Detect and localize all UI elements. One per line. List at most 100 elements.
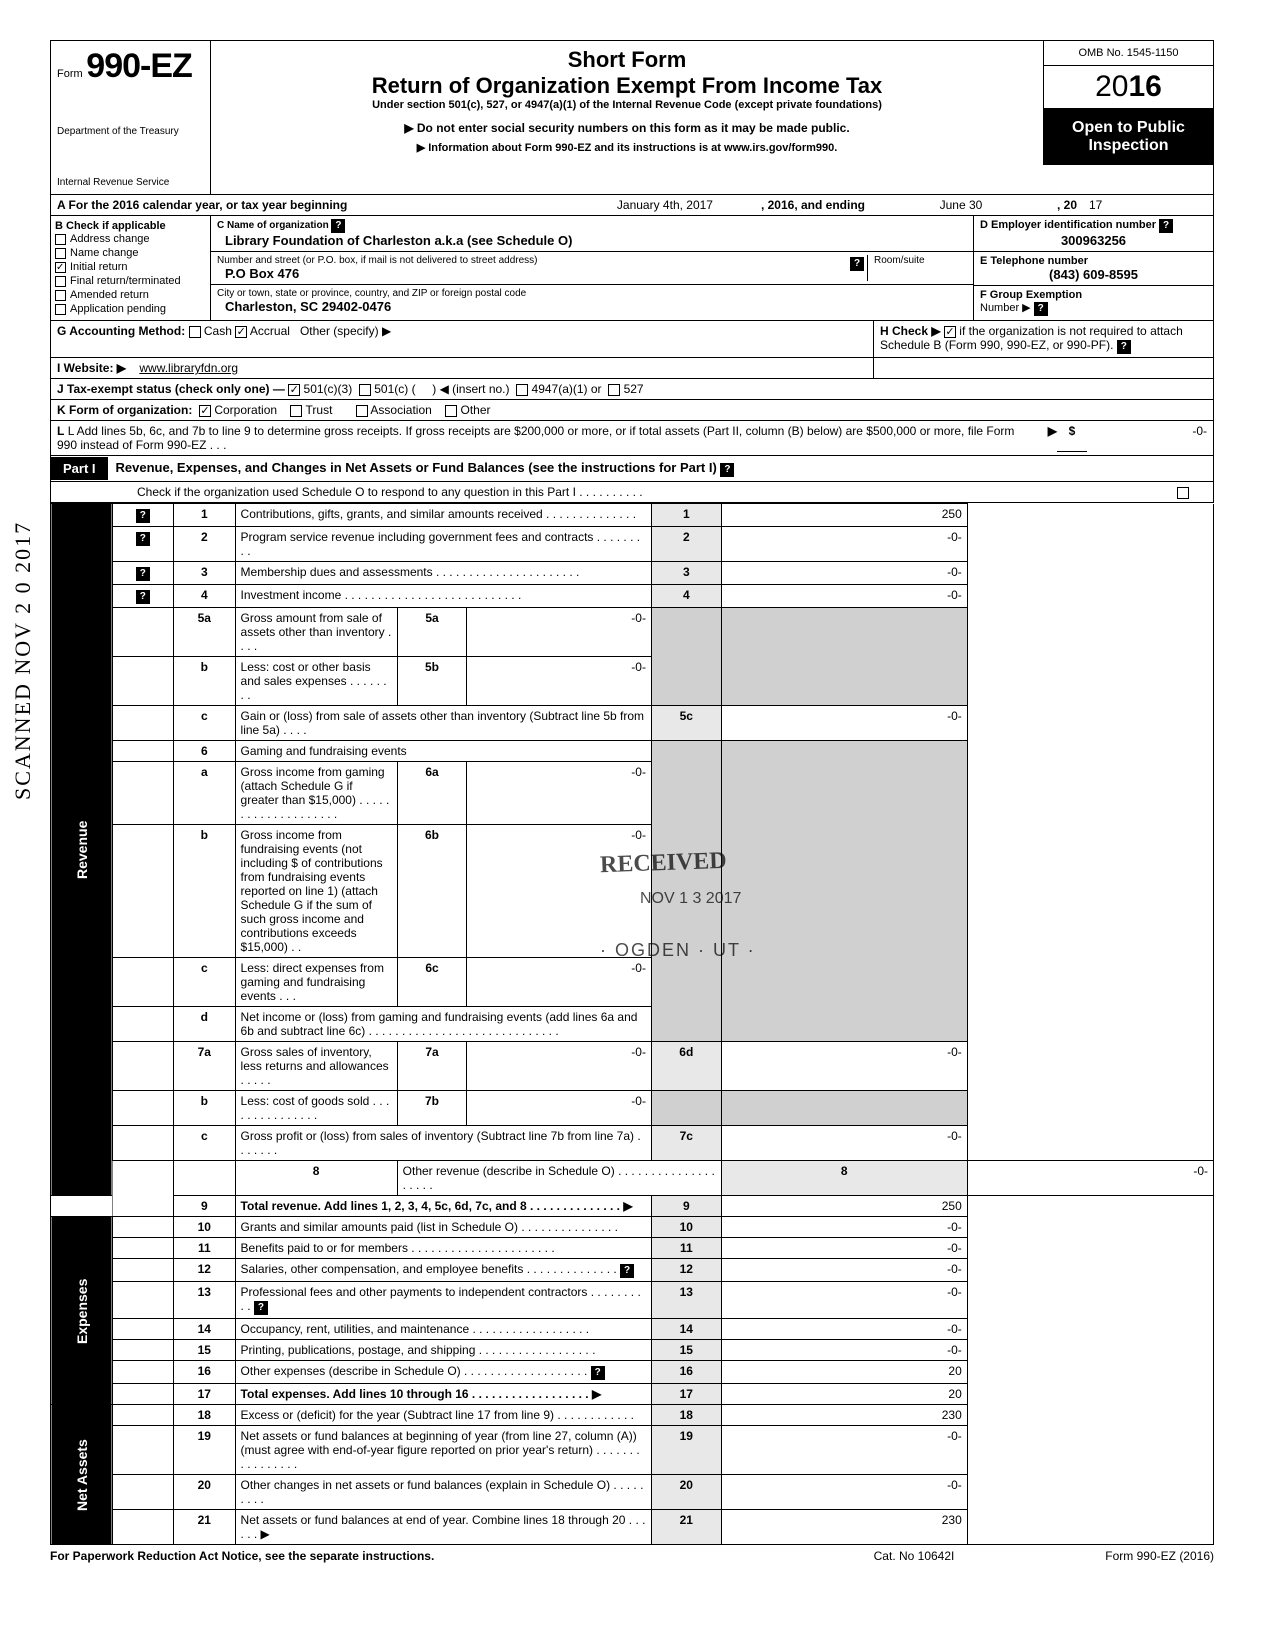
chk-accrual[interactable]	[235, 326, 247, 338]
year-prefix: 20	[1095, 70, 1128, 103]
open-to-public: Open to Public Inspection	[1044, 109, 1213, 165]
dept-treasury: Department of the Treasury	[57, 126, 204, 137]
chk-527[interactable]	[608, 384, 620, 396]
chk-cash[interactable]	[189, 326, 201, 338]
j-insert: ) ◀ (insert no.)	[432, 382, 509, 396]
help-icon[interactable]: ?	[331, 219, 345, 233]
title-short-form: Short Form	[221, 47, 1033, 73]
l9-box: 9	[651, 1196, 721, 1217]
l11-amt: -0-	[721, 1238, 967, 1259]
help-icon[interactable]: ?	[1034, 302, 1048, 316]
help-icon[interactable]: ?	[720, 463, 734, 477]
l7c-num: c	[174, 1126, 236, 1161]
chk-501c[interactable]	[359, 384, 371, 396]
line-a: A For the 2016 calendar year, or tax yea…	[50, 195, 1214, 216]
l14-box: 14	[651, 1319, 721, 1340]
chk-pending[interactable]: Application pending	[55, 302, 206, 316]
l5c-num: c	[174, 706, 236, 741]
help-icon[interactable]: ?	[136, 590, 150, 604]
l6a-desc: Gross income from gaming (attach Schedul…	[235, 762, 397, 825]
l5c-desc: Gain or (loss) from sale of assets other…	[235, 706, 651, 741]
help-icon[interactable]: ?	[1117, 340, 1131, 354]
help-icon[interactable]: ?	[136, 532, 150, 546]
l11-desc: Benefits paid to or for members . . . . …	[235, 1238, 651, 1259]
help-icon[interactable]: ?	[1159, 219, 1173, 233]
chk-schedule-o[interactable]	[1177, 487, 1189, 499]
l8-box: 8	[721, 1161, 967, 1196]
ein-value: 300963256	[980, 233, 1207, 248]
line-j: J Tax-exempt status (check only one) — 5…	[50, 379, 1214, 400]
part1-check-text: Check if the organization used Schedule …	[57, 485, 1177, 499]
l4-amt: -0-	[721, 585, 967, 608]
l16-amt: 20	[721, 1361, 967, 1384]
help-icon[interactable]: ?	[136, 509, 150, 523]
part1-title: Revenue, Expenses, and Changes in Net As…	[116, 460, 717, 475]
l6b-desc: Gross income from fundraising events (no…	[235, 825, 397, 958]
help-icon[interactable]: ?	[254, 1301, 268, 1315]
l6b-amt: -0-	[467, 825, 652, 958]
chk-address-change[interactable]: Address change	[55, 232, 206, 246]
l15-num: 15	[174, 1340, 236, 1361]
k-assoc: Association	[370, 403, 431, 417]
chk-schedule-b[interactable]	[944, 326, 956, 338]
chk-other-org[interactable]	[445, 405, 457, 417]
chk-501c3[interactable]	[288, 384, 300, 396]
l19-num: 19	[174, 1426, 236, 1475]
help-icon[interactable]: ?	[591, 1366, 605, 1380]
l9-amt: 250	[721, 1196, 967, 1217]
section-c: C Name of organization ? Library Foundat…	[211, 216, 973, 320]
chk-name-change[interactable]: Name change	[55, 246, 206, 260]
l14-desc: Occupancy, rent, utilities, and maintena…	[235, 1319, 651, 1340]
chk-corporation[interactable]	[199, 405, 211, 417]
footer-center: Cat. No 10642I	[814, 1549, 1014, 1563]
l3-num: 3	[174, 562, 236, 585]
line-a-prefix: A For the 2016 calendar year, or tax yea…	[57, 198, 347, 212]
line-l: L L Add lines 5b, 6c, and 7b to line 9 t…	[50, 421, 1214, 456]
footer-left: For Paperwork Reduction Act Notice, see …	[50, 1549, 814, 1563]
main-financial-table: Revenue ? 1 Contributions, gifts, grants…	[50, 503, 1214, 1545]
f-group-label2: Number ▶	[980, 302, 1031, 314]
l5a-num: 5a	[174, 608, 236, 657]
l13-box: 13	[651, 1282, 721, 1319]
l7b-desc: Less: cost of goods sold . . . . . . . .…	[235, 1091, 397, 1126]
l13-num: 13	[174, 1282, 236, 1319]
c-addr-label: Number and street (or P.O. box, if mail …	[217, 255, 847, 266]
l13-amt: -0-	[721, 1282, 967, 1319]
ssn-warning: ▶ Do not enter social security numbers o…	[221, 121, 1033, 135]
j-label: J Tax-exempt status (check only one) —	[57, 382, 285, 396]
l1-desc: Contributions, gifts, grants, and simila…	[235, 504, 651, 527]
l20-box: 20	[651, 1475, 721, 1510]
l15-amt: -0-	[721, 1340, 967, 1361]
scanned-stamp: SCANNED NOV 2 0 2017	[10, 521, 36, 800]
chk-4947[interactable]	[516, 384, 528, 396]
l20-amt: -0-	[721, 1475, 967, 1510]
l7a-desc: Gross sales of inventory, less returns a…	[235, 1042, 397, 1091]
k-label: K Form of organization:	[57, 403, 192, 417]
form-id-block: Form 990-EZ Department of the Treasury I…	[51, 41, 211, 194]
chk-association[interactable]	[356, 405, 368, 417]
help-icon[interactable]: ?	[850, 257, 864, 271]
l2-amt: -0-	[721, 527, 967, 562]
l16-box: 16	[651, 1361, 721, 1384]
l3-amt: -0-	[721, 562, 967, 585]
l19-amt: -0-	[721, 1426, 967, 1475]
b-heading: B Check if applicable	[55, 220, 206, 232]
chk-initial-return[interactable]: Initial return	[55, 260, 206, 274]
l7c-box: 7c	[651, 1126, 721, 1161]
l8-num: 8	[235, 1161, 397, 1196]
l17-amt: 20	[721, 1384, 967, 1405]
l3-box: 3	[651, 562, 721, 585]
l2-box: 2	[651, 527, 721, 562]
chk-trust[interactable]	[290, 405, 302, 417]
l6c-amt: -0-	[467, 958, 652, 1007]
j-4947: 4947(a)(1) or	[532, 382, 602, 396]
chk-amended[interactable]: Amended return	[55, 288, 206, 302]
chk-final-return[interactable]: Final return/terminated	[55, 274, 206, 288]
g-other: Other (specify) ▶	[300, 324, 391, 338]
dept-irs: Internal Revenue Service	[57, 177, 204, 188]
l6a-amt: -0-	[467, 762, 652, 825]
help-icon[interactable]: ?	[136, 567, 150, 581]
l-arrow: ▶	[1048, 424, 1057, 438]
help-icon[interactable]: ?	[620, 1264, 634, 1278]
l2-num: 2	[174, 527, 236, 562]
